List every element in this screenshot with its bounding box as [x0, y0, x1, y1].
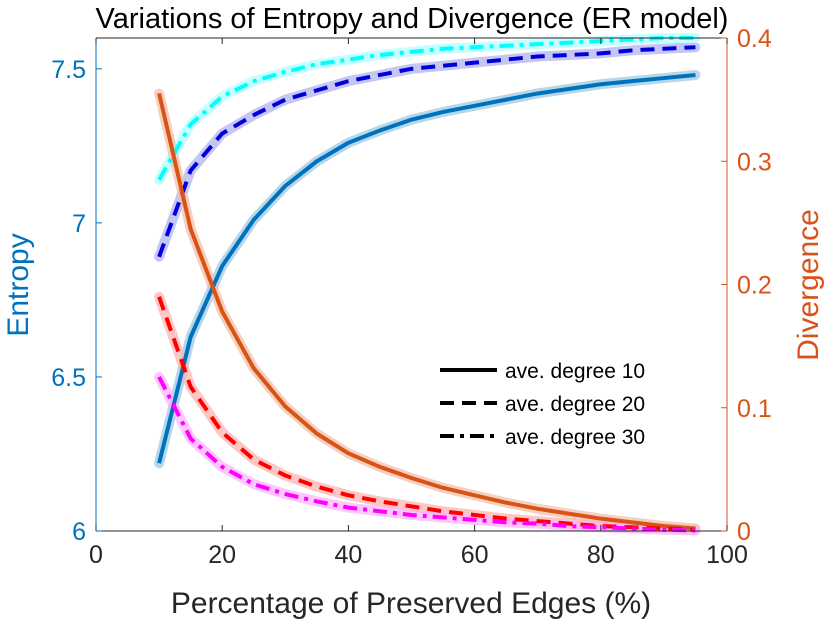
left-axis-title: Entropy — [2, 233, 35, 336]
x-tick-label: 100 — [706, 541, 748, 569]
x-tick-label: 80 — [587, 541, 615, 569]
left-tick-label: 6 — [72, 518, 86, 546]
right-tick-label: 0.1 — [737, 395, 772, 423]
x-tick-label: 0 — [89, 541, 103, 569]
chart-title: Variations of Entropy and Divergence (ER… — [96, 3, 729, 35]
series-line-1 — [157, 72, 696, 464]
legend-label-2: ave. degree 20 — [505, 393, 645, 416]
left-tick-label: 6.5 — [51, 364, 86, 392]
left-tick-label: 7 — [72, 210, 86, 238]
series-band-4 — [154, 88, 701, 534]
right-tick-label: 0.3 — [737, 148, 772, 176]
x-tick-label: 40 — [334, 541, 362, 569]
series-lines — [157, 36, 696, 533]
right-tick-label: 0 — [737, 518, 751, 546]
right-tick-label: 0.2 — [737, 272, 772, 300]
legend-label-3: ave. degree 30 — [505, 426, 645, 449]
legend-label-1: ave. degree 10 — [505, 360, 645, 383]
series-band-3 — [154, 33, 701, 185]
right-tick-label: 0.4 — [737, 25, 772, 53]
left-tick-label: 7.5 — [51, 56, 86, 84]
confidence-bands — [154, 33, 701, 536]
series-line-3 — [157, 36, 696, 181]
series-line-4 — [157, 93, 696, 531]
right-axis-title: Divergence — [792, 209, 825, 361]
x-axis-title: Percentage of Preserved Edges (%) — [171, 587, 651, 620]
x-tick-label: 20 — [208, 541, 236, 569]
axes: 0 20 40 60 80 100 6 6.5 7 7.5 0 0.1 0.2 0.3 0.4 — [51, 25, 772, 569]
series-line-6 — [157, 376, 696, 533]
series-line-2 — [157, 45, 696, 258]
x-tick-label: 60 — [461, 541, 489, 569]
legend: ave. degree 10 ave. degree 20 ave. degree … — [440, 360, 645, 449]
